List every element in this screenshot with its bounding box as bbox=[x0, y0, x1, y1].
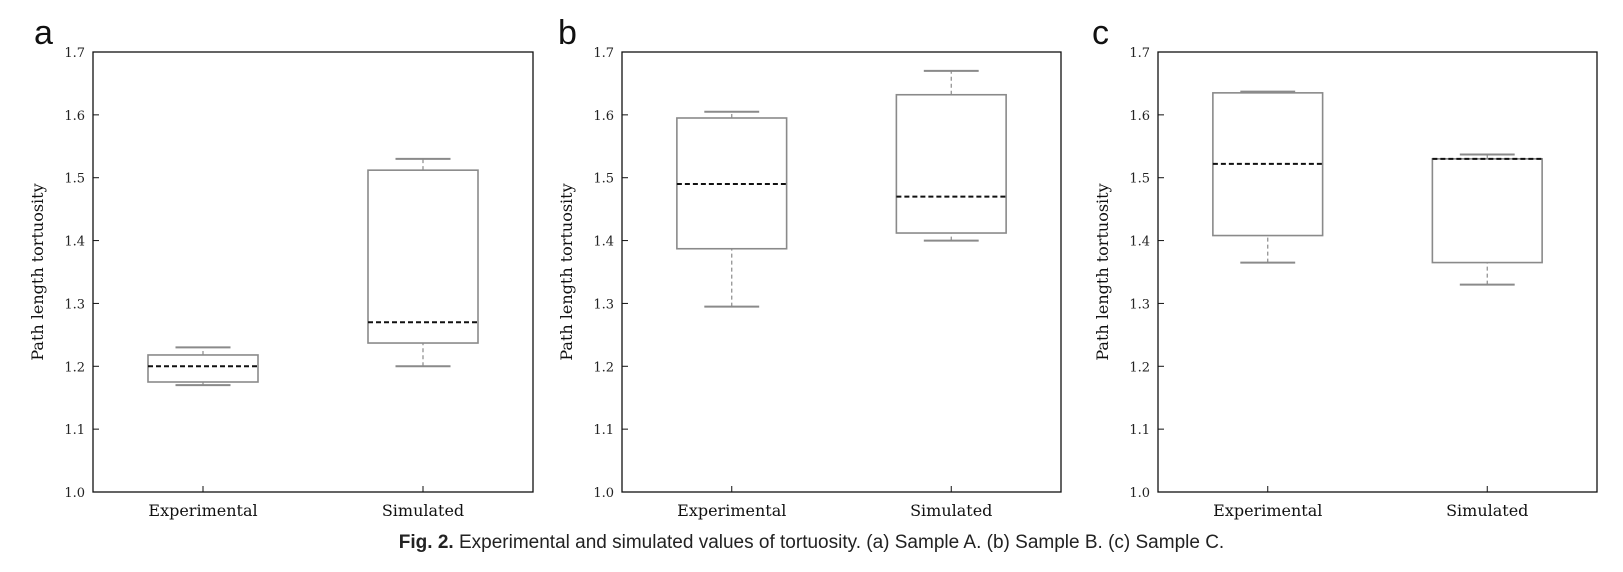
x-category-label: Simulated bbox=[1446, 501, 1528, 520]
panel-c: c 1.0 1.1 1.2 1.3 1.4 1.5 1.6 1.7 Path length tor… bbox=[1092, 14, 1598, 520]
y-tick-label: 1.3 bbox=[64, 297, 85, 312]
iqr-box bbox=[895, 93, 1007, 234]
y-tick-label: 1.0 bbox=[64, 486, 85, 501]
y-tick-label: 1.6 bbox=[593, 109, 614, 124]
box-experimental bbox=[676, 110, 788, 308]
y-tick-label: 1.5 bbox=[64, 172, 85, 187]
y-tick-label: 1.0 bbox=[593, 486, 614, 501]
y-tick-label: 1.1 bbox=[64, 423, 85, 438]
iqr-box bbox=[1431, 158, 1543, 264]
y-tick-label: 1.4 bbox=[64, 235, 85, 250]
x-category-label: Experimental bbox=[1213, 501, 1322, 520]
y-tick-label: 1.2 bbox=[593, 360, 614, 375]
y-axis-title: Path length tortuosity bbox=[557, 183, 576, 360]
panel-a: a 1.0 1.1 1.2 1.3 1.4 1.5 1.6 1.7 Path length tor… bbox=[28, 14, 534, 520]
iqr-box bbox=[147, 354, 259, 383]
plot-frame bbox=[92, 51, 534, 493]
y-tick-label: 1.2 bbox=[64, 360, 85, 375]
x-category-label: Simulated bbox=[910, 501, 992, 520]
plot-frame bbox=[621, 51, 1062, 493]
box-simulated bbox=[895, 69, 1007, 242]
y-tick-label: 1.3 bbox=[1129, 297, 1150, 312]
y-tick-label: 1.1 bbox=[1129, 423, 1150, 438]
box-simulated bbox=[1431, 153, 1543, 286]
panel-letter: b bbox=[558, 14, 577, 52]
caption-text: Experimental and simulated values of tor… bbox=[458, 532, 1225, 553]
caption-label: Fig. 2. bbox=[398, 532, 454, 553]
figure-caption: Fig. 2. Experimental and simulated value… bbox=[0, 532, 1623, 554]
panel-b: b 1.0 1.1 1.2 1.3 1.4 1.5 1.6 1.7 Path length tor… bbox=[557, 14, 1062, 520]
iqr-box bbox=[367, 169, 479, 344]
y-tick-label: 1.4 bbox=[593, 235, 614, 250]
x-category-label: Experimental bbox=[148, 501, 257, 520]
plot-frame bbox=[1157, 51, 1598, 493]
x-category-label: Experimental bbox=[677, 501, 786, 520]
y-tick-label: 1.7 bbox=[1129, 46, 1150, 61]
box-experimental bbox=[147, 346, 259, 387]
y-axis-title: Path length tortuosity bbox=[28, 183, 47, 360]
y-tick-label: 1.5 bbox=[1129, 172, 1150, 187]
y-tick-label: 1.2 bbox=[1129, 360, 1150, 375]
y-tick-label: 1.0 bbox=[1129, 486, 1150, 501]
panel-letter: c bbox=[1092, 14, 1109, 52]
y-tick-label: 1.7 bbox=[593, 46, 614, 61]
panel-letter: a bbox=[34, 14, 53, 52]
box-experimental bbox=[1212, 90, 1324, 264]
box-simulated bbox=[367, 157, 479, 368]
y-tick-label: 1.7 bbox=[64, 46, 85, 61]
y-tick-label: 1.6 bbox=[64, 109, 85, 124]
y-tick-label: 1.1 bbox=[593, 423, 614, 438]
x-category-label: Simulated bbox=[382, 501, 464, 520]
y-tick-label: 1.6 bbox=[1129, 109, 1150, 124]
y-tick-label: 1.4 bbox=[1129, 235, 1150, 250]
y-axis-title: Path length tortuosity bbox=[1093, 183, 1112, 360]
y-tick-label: 1.3 bbox=[593, 297, 614, 312]
y-tick-label: 1.5 bbox=[593, 172, 614, 187]
